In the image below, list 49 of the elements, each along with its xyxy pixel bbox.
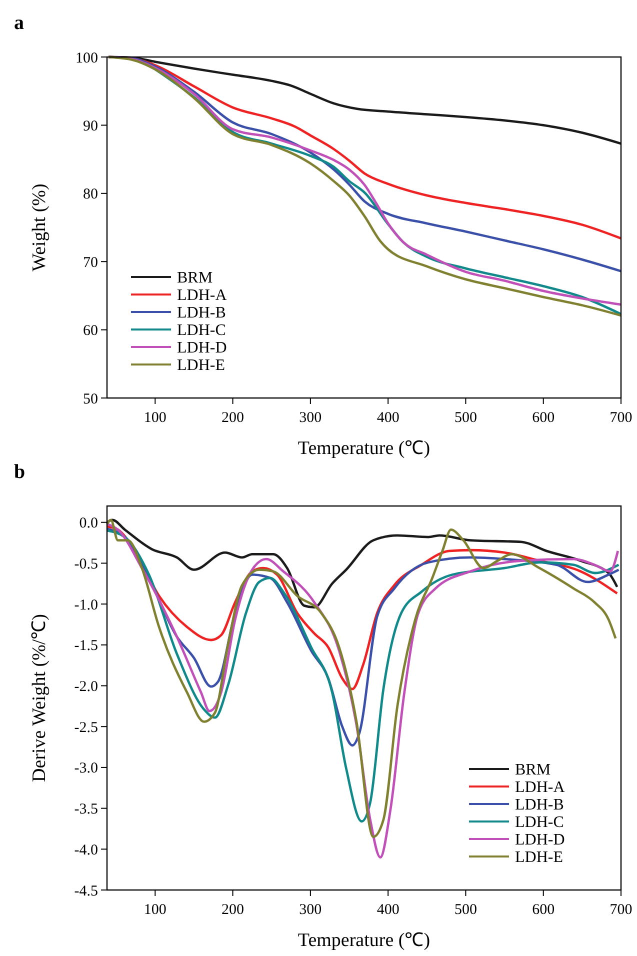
y-tick-label: -2.0 [74, 678, 98, 695]
y-tick-label: -1.0 [74, 597, 98, 614]
legend-label: LDH-B [177, 304, 226, 322]
legend-label: LDH-E [177, 357, 225, 374]
legend-label: LDH-E [515, 849, 563, 866]
x-tick-label: 600 [532, 902, 555, 918]
x-tick-label: 200 [222, 410, 244, 426]
legend-label: LDH-D [177, 340, 227, 357]
x-tick-label: 400 [376, 410, 400, 426]
x-tick-label: 500 [454, 902, 477, 918]
x-tick-label: 300 [299, 902, 322, 918]
y-tick-label: 80 [83, 186, 98, 203]
y-tick-label: 90 [83, 118, 98, 134]
y-tick-label: 100 [76, 50, 98, 66]
legend-label: LDH-A [515, 779, 566, 796]
legend-label: BRM [515, 762, 551, 779]
legend-label: BRM [177, 270, 213, 287]
y-tick-label: -4.5 [74, 883, 98, 900]
y-tick-label: 70 [83, 254, 98, 271]
y-tick-label: -2.5 [74, 720, 98, 736]
chart-title: b [14, 461, 26, 483]
x-tick-label: 100 [144, 902, 166, 918]
y-axis-title: Weight (%) [29, 184, 50, 272]
y-tick-label: 50 [83, 391, 98, 408]
x-tick-label: 300 [299, 410, 322, 426]
y-tick-label: 0.0 [79, 516, 98, 532]
y-tick-label: 60 [83, 323, 98, 340]
line-series [106, 528, 620, 747]
x-tick-label: 100 [144, 410, 166, 426]
x-axis-title: Temperature (℃) [298, 438, 430, 459]
x-tick-label: 700 [610, 902, 632, 918]
y-tick-label: -1.5 [74, 638, 98, 654]
y-axis-title: Derive Weight (%/℃) [29, 614, 50, 782]
legend-label: LDH-C [177, 322, 226, 340]
x-tick-label: 600 [532, 410, 555, 426]
x-tick-label: 500 [454, 410, 477, 426]
x-tick-label: 400 [376, 902, 400, 918]
y-tick-label: -0.5 [74, 556, 98, 572]
x-tick-label: 200 [222, 902, 244, 918]
legend-label: LDH-A [177, 287, 228, 304]
x-tick-label: 700 [610, 410, 632, 426]
y-tick-label: -3.0 [74, 760, 98, 777]
legend-label: LDH-D [515, 832, 565, 849]
legend-label: LDH-C [515, 814, 564, 832]
x-axis-title: Temperature (℃) [298, 930, 430, 951]
y-tick-label: -4.0 [74, 842, 98, 858]
legend-label: LDH-B [515, 796, 564, 814]
chart-title: a [14, 12, 24, 34]
y-tick-label: -3.5 [74, 802, 98, 818]
